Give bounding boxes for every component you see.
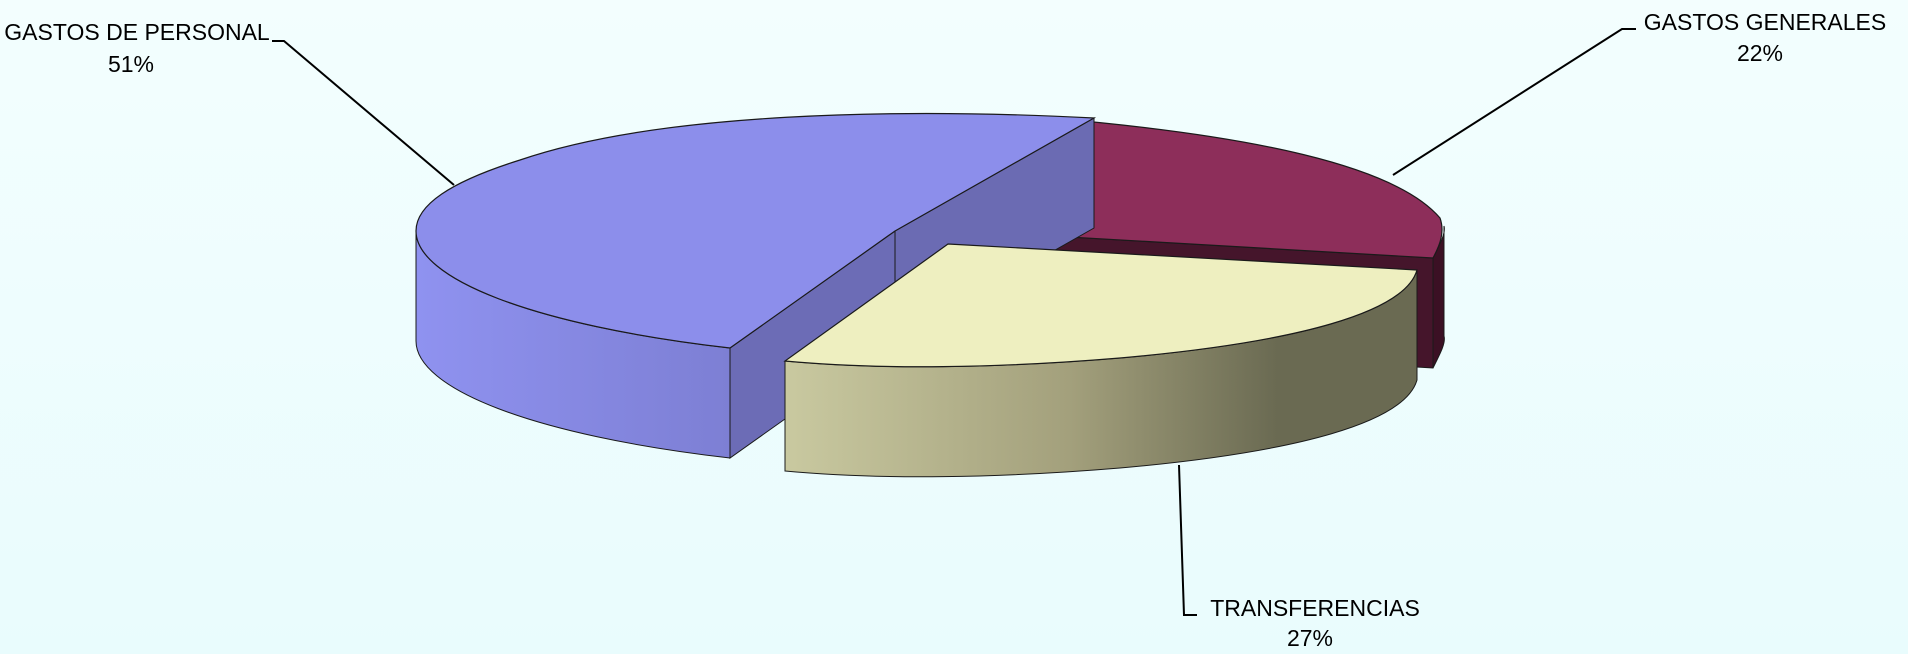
- leader-line-gastos-de-personal: [272, 40, 455, 186]
- value-label-transferencias: 27%: [1287, 625, 1333, 651]
- value-label-gastos-generales: 22%: [1737, 40, 1783, 66]
- label-transferencias: TRANSFERENCIAS: [1210, 595, 1420, 621]
- label-gastos-generales: GASTOS GENERALES: [1644, 9, 1886, 35]
- value-label-gastos-de-personal: 51%: [108, 51, 154, 77]
- leader-line-gastos-generales: [1392, 28, 1636, 176]
- slice-transferencias-top: [783, 243, 1418, 368]
- slice-transferencias: [783, 243, 1418, 478]
- slice-gastos-de-personal-top: [415, 112, 1097, 349]
- leader-line-transferencias: [1178, 464, 1197, 616]
- label-gastos-de-personal: GASTOS DE PERSONAL: [4, 19, 270, 45]
